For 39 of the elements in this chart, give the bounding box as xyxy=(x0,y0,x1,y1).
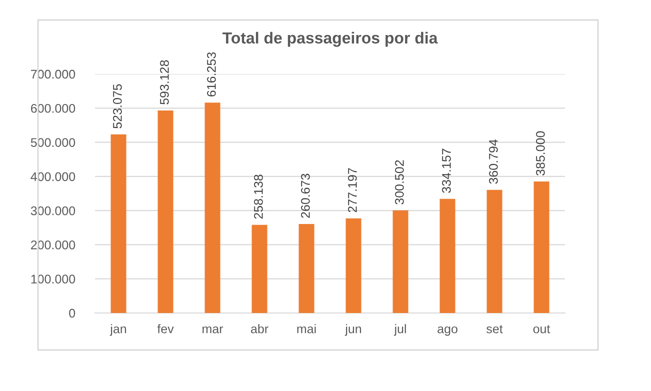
y-tick-label: 300.000 xyxy=(30,206,76,216)
x-tick-label: fev xyxy=(157,324,174,334)
bar xyxy=(346,218,362,313)
data-label: 258.138 xyxy=(254,174,263,219)
x-tick-label: ago xyxy=(438,326,458,336)
x-tick-label: abr xyxy=(251,324,268,334)
bar xyxy=(110,134,126,313)
data-label: 385.000 xyxy=(536,131,545,176)
y-tick-label: 0 xyxy=(69,308,76,318)
bar xyxy=(486,190,502,313)
bar xyxy=(158,110,174,313)
x-tick-label: mai xyxy=(297,324,316,334)
bar xyxy=(204,102,220,313)
y-tick-label: 200.000 xyxy=(31,240,76,250)
bar xyxy=(298,224,314,313)
bar xyxy=(252,224,268,313)
x-tick-label: jun xyxy=(344,324,362,336)
data-label: 616.253 xyxy=(207,52,216,96)
data-label: 300.502 xyxy=(395,160,404,204)
x-tick-label: jan xyxy=(110,324,126,336)
x-tick-label: set xyxy=(486,325,503,334)
data-label: 360.794 xyxy=(489,139,498,184)
bar xyxy=(392,210,408,313)
data-label: 593.128 xyxy=(160,60,169,104)
data-label: 277.197 xyxy=(348,168,357,212)
x-tick-label: out xyxy=(533,325,550,334)
y-tick-label: 400.000 xyxy=(30,172,76,182)
x-tick-label: mar xyxy=(202,326,224,334)
chart-title: Total de passageiros por dia xyxy=(222,32,438,47)
bar xyxy=(440,198,456,313)
data-label: 260.673 xyxy=(301,174,310,218)
y-tick-label: 500.000 xyxy=(30,138,76,147)
y-tick-label: 600.000 xyxy=(31,104,76,113)
x-tick-label: jul xyxy=(394,324,406,336)
data-label: 523.075 xyxy=(113,84,122,128)
bar xyxy=(534,182,550,313)
data-label: 334.157 xyxy=(442,148,451,193)
y-tick-label: 700.000 xyxy=(31,70,76,79)
y-tick-label: 100.000 xyxy=(31,274,76,284)
